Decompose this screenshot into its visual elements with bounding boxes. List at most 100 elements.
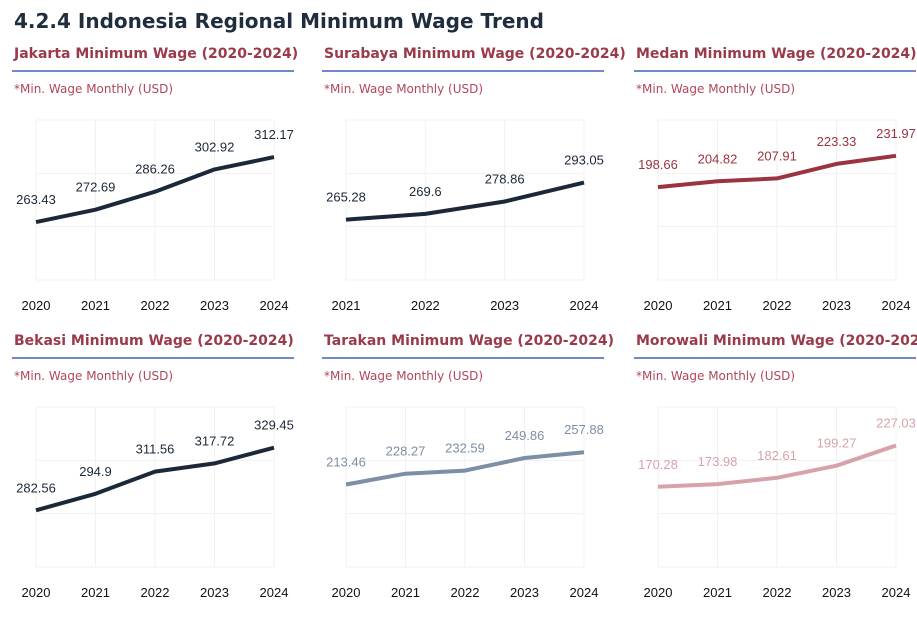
x-tick-label: 2022: [763, 298, 792, 313]
x-tick-label: 2021: [703, 298, 732, 313]
chart-panel-bekasi: Bekasi Minimum Wage (2020-2024) *Min. Wa…: [12, 333, 312, 618]
chart-subtitle: *Min. Wage Monthly (USD): [324, 369, 484, 383]
x-tick-label: 2020: [644, 585, 673, 600]
plot-area: 263.43 272.69 286.26 302.92 312.17 2020 2021 20…: [12, 106, 302, 316]
x-tick-label: 2020: [22, 298, 51, 313]
series-line: [35, 155, 275, 225]
line-chart: 282.56 294.9 311.56 317.72 329.45 2020 2021 202…: [16, 406, 294, 600]
line-chart: 198.66 204.82 207.91 223.33 231.97 2020 2021 20…: [638, 119, 916, 313]
data-label: 173.98: [698, 454, 738, 469]
data-label: 213.46: [326, 454, 366, 469]
x-tick-label: 2021: [81, 298, 110, 313]
data-label: 207.91: [757, 148, 797, 163]
data-label: 263.43: [16, 192, 56, 207]
x-tick-label: 2020: [22, 585, 51, 600]
chart-title: Surabaya Minimum Wage (2020-2024): [324, 46, 626, 62]
series-line: [35, 445, 275, 513]
data-label: 329.45: [254, 418, 294, 433]
data-label: 204.82: [698, 151, 738, 166]
data-label: 302.92: [195, 139, 235, 154]
chart-subtitle: *Min. Wage Monthly (USD): [636, 369, 796, 383]
title-divider: [12, 70, 294, 72]
x-tick-label: 2023: [510, 585, 539, 600]
data-label: 199.27: [817, 436, 857, 451]
x-tick-label: 2022: [763, 585, 792, 600]
data-label: 228.27: [386, 444, 426, 459]
x-tick-label: 2024: [570, 298, 599, 313]
x-tick-label: 2020: [332, 585, 361, 600]
line-chart: 263.43 272.69 286.26 302.92 312.17 2020 2021 20…: [16, 119, 294, 313]
page-title: 4.2.4 Indonesia Regional Minimum Wage Tr…: [14, 9, 544, 33]
x-tick-label: 2023: [490, 298, 519, 313]
data-label: 231.97: [876, 126, 916, 141]
chart-panel-jakarta: Jakarta Minimum Wage (2020-2024) *Min. W…: [12, 46, 312, 331]
chart-panel-medan: Medan Minimum Wage (2020-2024) *Min. Wag…: [634, 46, 917, 331]
data-label: 317.72: [195, 433, 235, 448]
x-tick-label: 2024: [882, 585, 911, 600]
series-line: [657, 443, 897, 489]
data-label: 272.69: [76, 180, 116, 195]
chart-panel-tarakan: Tarakan Minimum Wage (2020-2024) *Min. W…: [322, 333, 622, 618]
line-chart: 213.46 228.27 232.59 249.86 257.88 2020 2021 20…: [326, 406, 604, 600]
chart-title: Morowali Minimum Wage (2020-2024): [636, 333, 917, 349]
x-tick-label: 2022: [141, 585, 170, 600]
data-label: 198.66: [638, 157, 678, 172]
data-label: 269.6: [409, 184, 442, 199]
chart-subtitle: *Min. Wage Monthly (USD): [14, 369, 174, 383]
data-label: 311.56: [136, 442, 175, 457]
x-tick-label: 2022: [451, 585, 480, 600]
data-label: 170.28: [638, 457, 678, 472]
series-line: [345, 450, 585, 487]
x-tick-label: 2021: [703, 585, 732, 600]
plot-area: 265.28 269.6 278.86 293.05 2021 2022 2023 2024: [322, 106, 612, 316]
chart-title: Bekasi Minimum Wage (2020-2024): [14, 333, 294, 349]
plot-area: 170.28 173.98 182.61 199.27 227.03 2020 2021 20…: [634, 393, 917, 603]
x-tick-label: 2024: [882, 298, 911, 313]
chart-panel-surabaya: Surabaya Minimum Wage (2020-2024) *Min. …: [322, 46, 626, 331]
x-tick-label: 2023: [822, 585, 851, 600]
plot-area: 213.46 228.27 232.59 249.86 257.88 2020 2021 20…: [322, 393, 612, 603]
x-tick-label: 2022: [141, 298, 170, 313]
x-tick-label: 2021: [332, 298, 361, 313]
data-label: 232.59: [445, 441, 485, 456]
line-chart: 265.28 269.6 278.86 293.05 2021 2022 2023 2024: [326, 119, 604, 313]
data-label: 278.86: [485, 172, 525, 187]
data-label: 257.88: [564, 422, 604, 437]
data-label: 293.05: [564, 153, 604, 168]
data-label: 294.9: [79, 464, 112, 479]
data-label: 265.28: [326, 190, 366, 205]
x-tick-label: 2023: [822, 298, 851, 313]
x-tick-label: 2023: [200, 298, 229, 313]
x-tick-label: 2024: [260, 298, 289, 313]
plot-area: 282.56 294.9 311.56 317.72 329.45 2020 2021 202…: [12, 393, 302, 603]
line-chart: 170.28 173.98 182.61 199.27 227.03 2020 2021 20…: [638, 406, 916, 600]
x-tick-label: 2024: [260, 585, 289, 600]
x-tick-label: 2023: [200, 585, 229, 600]
chart-title: Tarakan Minimum Wage (2020-2024): [324, 333, 614, 349]
title-divider: [322, 357, 604, 359]
x-tick-label: 2024: [570, 585, 599, 600]
chart-title: Jakarta Minimum Wage (2020-2024): [14, 46, 299, 62]
title-divider: [634, 357, 916, 359]
x-tick-label: 2022: [411, 298, 440, 313]
x-tick-label: 2021: [81, 585, 110, 600]
chart-subtitle: *Min. Wage Monthly (USD): [636, 82, 796, 96]
data-label: 182.61: [757, 448, 797, 463]
chart-subtitle: *Min. Wage Monthly (USD): [14, 82, 174, 96]
data-label: 227.03: [876, 416, 916, 431]
data-label: 282.56: [16, 480, 56, 495]
title-divider: [322, 70, 604, 72]
x-tick-label: 2020: [644, 298, 673, 313]
series-line: [345, 180, 585, 222]
series-line: [657, 153, 897, 190]
x-tick-label: 2021: [391, 585, 420, 600]
title-divider: [634, 70, 916, 72]
data-label: 223.33: [817, 134, 857, 149]
chart-title: Medan Minimum Wage (2020-2024): [636, 46, 917, 62]
data-label: 249.86: [505, 428, 545, 443]
plot-area: 198.66 204.82 207.91 223.33 231.97 2020 2021 20…: [634, 106, 917, 316]
data-label: 312.17: [254, 127, 294, 142]
chart-subtitle: *Min. Wage Monthly (USD): [324, 82, 484, 96]
title-divider: [12, 357, 294, 359]
data-label: 286.26: [135, 162, 175, 177]
